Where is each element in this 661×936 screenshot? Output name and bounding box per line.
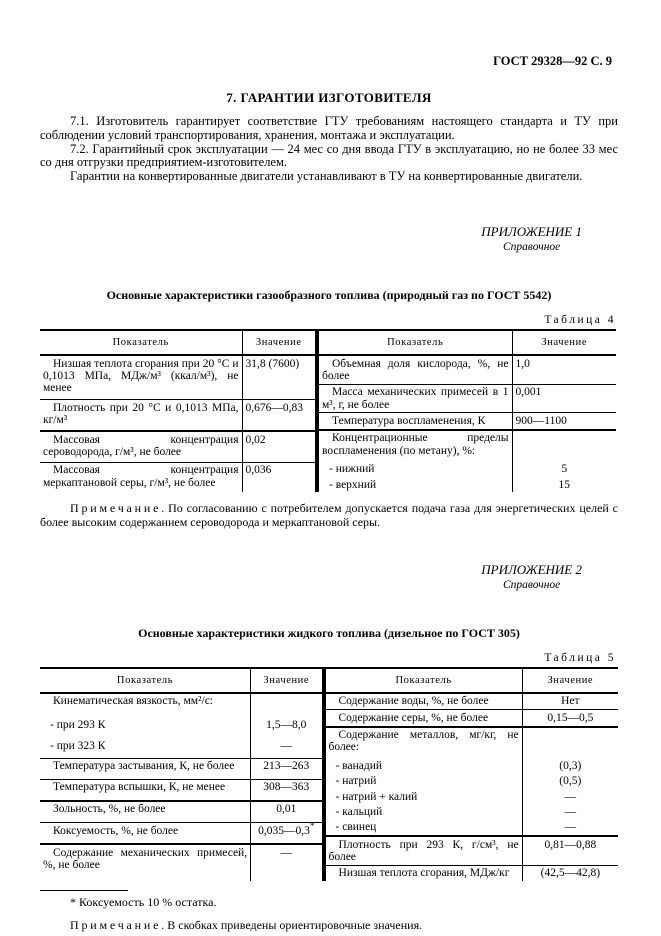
- table-row: Плотность при 293 К, г/см³, не более 0,8…: [325, 836, 619, 866]
- table-header-row: Показатель Значение: [319, 329, 616, 357]
- table-row-subitem: - кальций —: [325, 804, 619, 820]
- column-header-indicator: Показатель: [40, 667, 252, 694]
- footnote-separator: [40, 890, 128, 891]
- table-row: Содержание воды, %, не более Нет: [325, 692, 619, 710]
- column-header-value: Значение: [242, 329, 315, 357]
- page-header: ГОСТ 29328—92 С. 9: [493, 54, 612, 68]
- table-row: Коксуемость, %, не более 0,035—0,3*: [40, 820, 322, 845]
- table-row-subitem: - свинец —: [325, 819, 619, 837]
- column-header-value: Значение: [512, 329, 616, 357]
- table-5-title: Основные характеристики жидкого топлива …: [138, 625, 520, 640]
- column-header-value: Значение: [250, 667, 322, 694]
- table-row: Плотность при 20 °С и 0,1013 МПа, кг/м³ …: [40, 399, 315, 431]
- table-row: Содержание механических примесей, %, не …: [40, 844, 322, 881]
- table-row: Температура застывания, К, не более 213—…: [40, 758, 322, 780]
- paragraph-7-1: 7.1. Изготовитель гарантирует соответств…: [40, 114, 618, 142]
- appendix-1: ПРИЛОЖЕНИЕ 1 Справочное: [40, 224, 618, 255]
- appendix-2-subtitle: Справочное: [503, 578, 561, 591]
- note-label: Примечание: [70, 918, 162, 932]
- table-row-group: Концентрационные пределы воспламенения (…: [319, 429, 616, 459]
- table-row: Температура вспышки, К, не менее 308—363: [40, 779, 322, 801]
- table-row-subitem: - ванадий (0,3): [325, 755, 619, 774]
- paragraph-7-2: 7.2. Гарантийный срок эксплуатации — 24 …: [40, 141, 618, 170]
- table-row-subitem: - при 293 К 1,5—8,0: [40, 713, 322, 739]
- coke-value: 0,035—0,3: [258, 824, 310, 837]
- table-row: Массовая концентрация меркаптановой серы…: [40, 462, 315, 493]
- table-4-center-divider: [315, 328, 319, 493]
- empty-cell: [522, 727, 618, 756]
- table-row-group: Кинематическая вязкость, мм²/с:: [40, 692, 322, 714]
- table-row: Зольность, %, не более 0,01: [40, 800, 322, 823]
- table-4-left: Показатель Значение Низшая теплота сгора…: [40, 328, 315, 493]
- note-text: . В скобках приведены ориентировочные зн…: [161, 918, 423, 932]
- note-text: . По согласованию с потребителем допуска…: [40, 501, 618, 530]
- empty-cell: [512, 430, 616, 459]
- table-row: Объемная доля кислорода, %, не более 1,0: [319, 355, 616, 385]
- table-row-subitem: - натрий (0,5): [325, 773, 619, 790]
- table-row: Низшая теплота сгорания при 20 °С и 0,10…: [40, 355, 315, 400]
- table-row-subitem: - верхний 15: [319, 477, 616, 493]
- table-header-row: Показатель Значение: [40, 329, 315, 357]
- table-row: Массовая концентрация сероводорода, г/м³…: [40, 431, 315, 463]
- footnote-asterisk: *: [309, 820, 315, 831]
- note-label: Примечание: [70, 501, 162, 516]
- column-header-indicator: Показатель: [325, 667, 523, 694]
- appendix-2: ПРИЛОЖЕНИЕ 2 Справочное: [40, 562, 618, 593]
- table-5-center-divider: [321, 666, 326, 881]
- table-5: Показатель Значение Кинематическая вязко…: [40, 666, 619, 881]
- table-5-caption: Таблица 5: [544, 651, 616, 664]
- table-row: Содержание серы, %, не более 0,15—0,5: [325, 709, 619, 727]
- table-row: Низшая теплота сгорания, МДж/кг (42,5—42…: [325, 865, 619, 881]
- table-row: Температура воспламенения, К 900—1100: [319, 412, 616, 430]
- table-4-right: Показатель Значение Объемная доля кислор…: [319, 328, 616, 493]
- appendix-1-subtitle: Справочное: [503, 240, 561, 253]
- paragraph-guarantee: Гарантии на конвертированные двигатели у…: [70, 169, 583, 184]
- appendix-1-label: ПРИЛОЖЕНИЕ 1: [481, 223, 582, 239]
- section-body: 7.1. Изготовитель гарантирует соответств…: [40, 114, 618, 184]
- table-4-title: Основные характеристики газообразного то…: [106, 287, 552, 302]
- footnote: * Коксуемость 10 % остатка.: [70, 895, 217, 909]
- table-4-caption: Таблица 4: [544, 313, 616, 326]
- table-row: Масса механических примесей в 1 м³, г, н…: [319, 384, 616, 413]
- table-row-subitem: - натрий + калий —: [325, 789, 619, 805]
- table-5-right: Показатель Значение Содержание воды, %, …: [325, 666, 619, 881]
- table-5-note: Примечание. В скобках приведены ориентир…: [40, 918, 618, 933]
- appendix-2-label: ПРИЛОЖЕНИЕ 2: [481, 561, 582, 577]
- table-4: Показатель Значение Низшая теплота сгора…: [40, 328, 618, 493]
- table-4-note: Примечание. По согласованию с потребител…: [40, 502, 618, 529]
- section-title: 7. ГАРАНТИИ ИЗГОТОВИТЕЛЯ: [226, 90, 432, 105]
- column-header-value: Значение: [522, 667, 619, 694]
- table-header-row: Показатель Значение: [325, 667, 619, 694]
- column-header-indicator: Показатель: [40, 329, 243, 357]
- table-row-group: Содержание металлов, мг/кг, не более:: [325, 726, 619, 756]
- table-5-left: Показатель Значение Кинематическая вязко…: [40, 666, 322, 881]
- table-header-row: Показатель Значение: [40, 667, 322, 694]
- table-row-subitem: - нижний 5: [319, 458, 616, 478]
- table-row-subitem: - при 323 К —: [40, 738, 322, 759]
- empty-cell: [251, 693, 322, 714]
- column-header-indicator: Показатель: [319, 329, 513, 357]
